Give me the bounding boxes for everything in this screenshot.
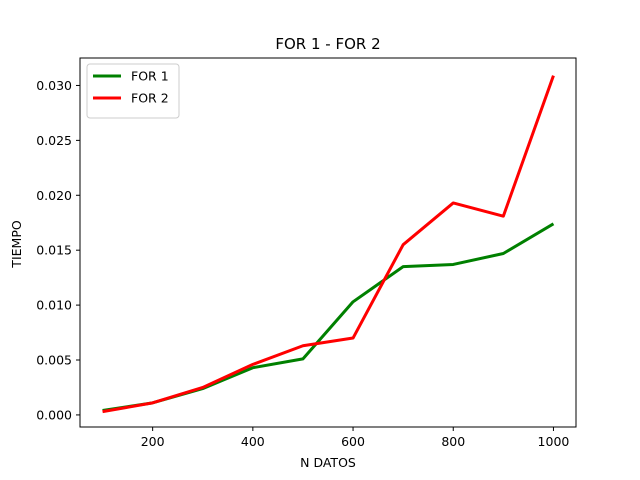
axes-layer: 200 400 600 800 1000 0.000 0.005 0.010 0.015 0.02… [36,57,577,449]
x-tick-label: 600 [341,434,365,449]
x-tick-label: 400 [241,434,265,449]
y-tick-label: 0.005 [36,353,72,368]
x-tick-label: 800 [441,434,465,449]
y-tick-label: 0.030 [36,78,72,93]
plot-frame [79,57,577,428]
legend: FOR 1 FOR 2 [86,63,180,119]
y-tick-label: 0.010 [36,298,72,313]
y-axis-label: TIEMPO [9,220,24,269]
x-tick-label: 1000 [538,434,570,449]
y-tick-label: 0.000 [36,407,72,422]
series-line-2 [102,75,555,414]
chart-title: FOR 1 - FOR 2 [275,35,380,53]
y-tick-label: 0.015 [36,243,72,258]
legend-label-1: FOR 1 [131,69,169,84]
x-axis-label: N DATOS [300,455,356,470]
legend-label-2: FOR 2 [131,91,169,106]
y-tick-label: 0.025 [36,133,72,148]
series-layer [102,75,555,414]
y-tick-label: 0.020 [36,188,72,203]
x-tick-label: 200 [141,434,165,449]
